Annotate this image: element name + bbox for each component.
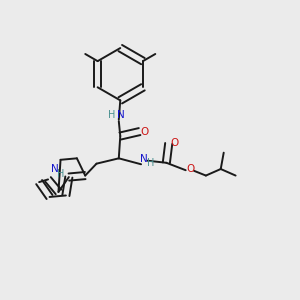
- Text: O: O: [170, 138, 178, 148]
- Text: N: N: [117, 110, 125, 120]
- Text: N: N: [140, 154, 147, 164]
- Text: O: O: [141, 127, 149, 136]
- Text: H: H: [57, 169, 64, 179]
- Text: O: O: [186, 164, 194, 174]
- Text: N: N: [51, 164, 58, 174]
- Text: H: H: [108, 110, 115, 120]
- Text: H: H: [147, 158, 154, 168]
